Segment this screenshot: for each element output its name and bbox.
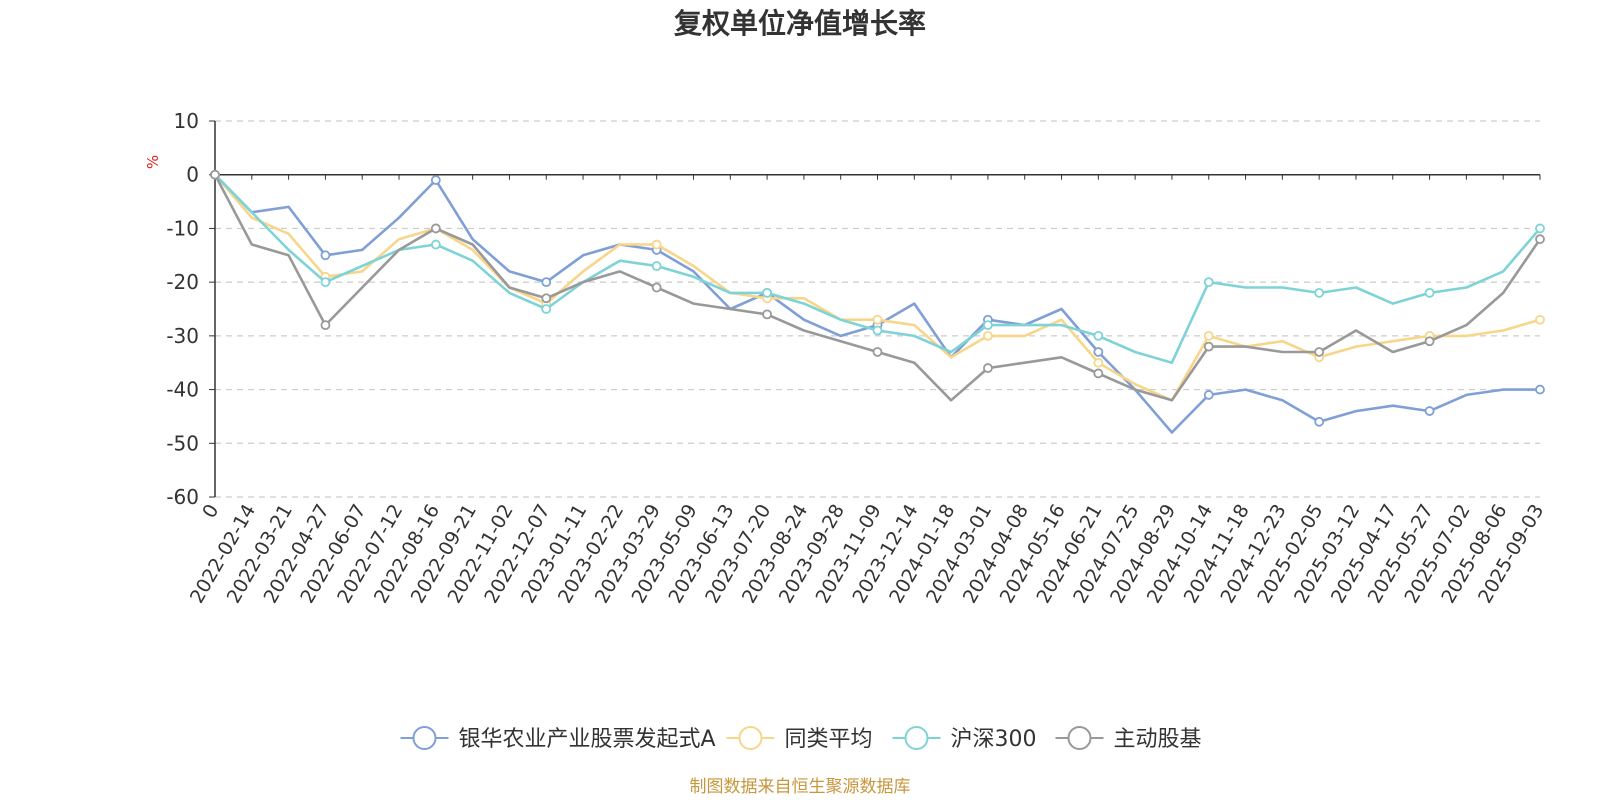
series-point [1093,357,1104,368]
series-point [320,277,331,288]
series-point [872,347,883,357]
legend: 银华农业产业股票发起式A 同类平均 沪深300 主动股基 [400,726,1202,752]
y-tick-label: -30 [166,324,199,348]
series-point [1535,234,1545,245]
chart-title: 复权单位净值增长率 [674,7,926,40]
y-tick-label: -20 [166,270,199,294]
series-point [762,309,772,320]
series-point [210,169,220,180]
series-point [1314,347,1325,357]
series-point [872,314,883,325]
legend-label[interactable]: 同类平均 [785,727,873,752]
series-point [320,320,331,331]
series-point [430,239,441,250]
series-point [1093,330,1104,341]
legend-label[interactable]: 银华农业产业股票发起式A [459,727,716,752]
legend-label[interactable]: 沪深300 [951,727,1037,752]
legend-marker [1067,726,1092,750]
series-point [1424,336,1435,347]
series-point [541,304,552,314]
series-point [651,261,662,271]
series-point [983,320,993,331]
series-point [430,175,441,185]
series-point [1314,416,1325,427]
x-tick-label: 0 [198,501,223,522]
series-point [651,239,662,250]
series-point [1203,330,1214,341]
y-axis: 10 0 -10 -20 -30 -40 -50 -60 [166,109,216,509]
series-point [1535,223,1545,234]
series-point [983,330,993,341]
x-axis: 02022-02-142022-03-212022-04-272022-06-0… [186,173,1548,607]
series-point [541,277,552,288]
y-tick-label: 10 [174,109,199,133]
series-point [762,287,772,298]
series-point [1424,287,1435,298]
series-line [213,174,1542,402]
series-point [541,293,552,304]
series-point [1203,277,1214,288]
source-note: 制图数据来自恒生聚源数据库 [690,777,911,797]
legend-label[interactable]: 主动股基 [1114,727,1202,752]
series-point [1093,347,1104,357]
series-point [983,363,993,373]
series-line [214,173,1541,402]
series-point [1424,406,1435,416]
legend-marker [738,726,763,750]
series-lines [210,169,1545,434]
series-point [1535,384,1545,395]
legend-marker [904,726,929,750]
series-point [320,250,331,261]
series-point [1535,314,1545,325]
y-tick-label: 0 [186,163,199,187]
series-point [1314,287,1325,298]
y-tick-label: -10 [166,216,199,240]
y-tick-label: -50 [166,431,199,455]
y-tick-label: -40 [166,378,199,402]
series-point [1093,368,1104,379]
series-line [214,173,1540,434]
series-point [1203,390,1214,400]
legend-marker [412,726,437,750]
series-point [872,325,883,336]
series-point [430,223,441,234]
series-point [651,282,662,293]
y-axis-unit: % [144,155,162,169]
series-point [1203,341,1214,352]
y-tick-label: -60 [166,485,199,509]
